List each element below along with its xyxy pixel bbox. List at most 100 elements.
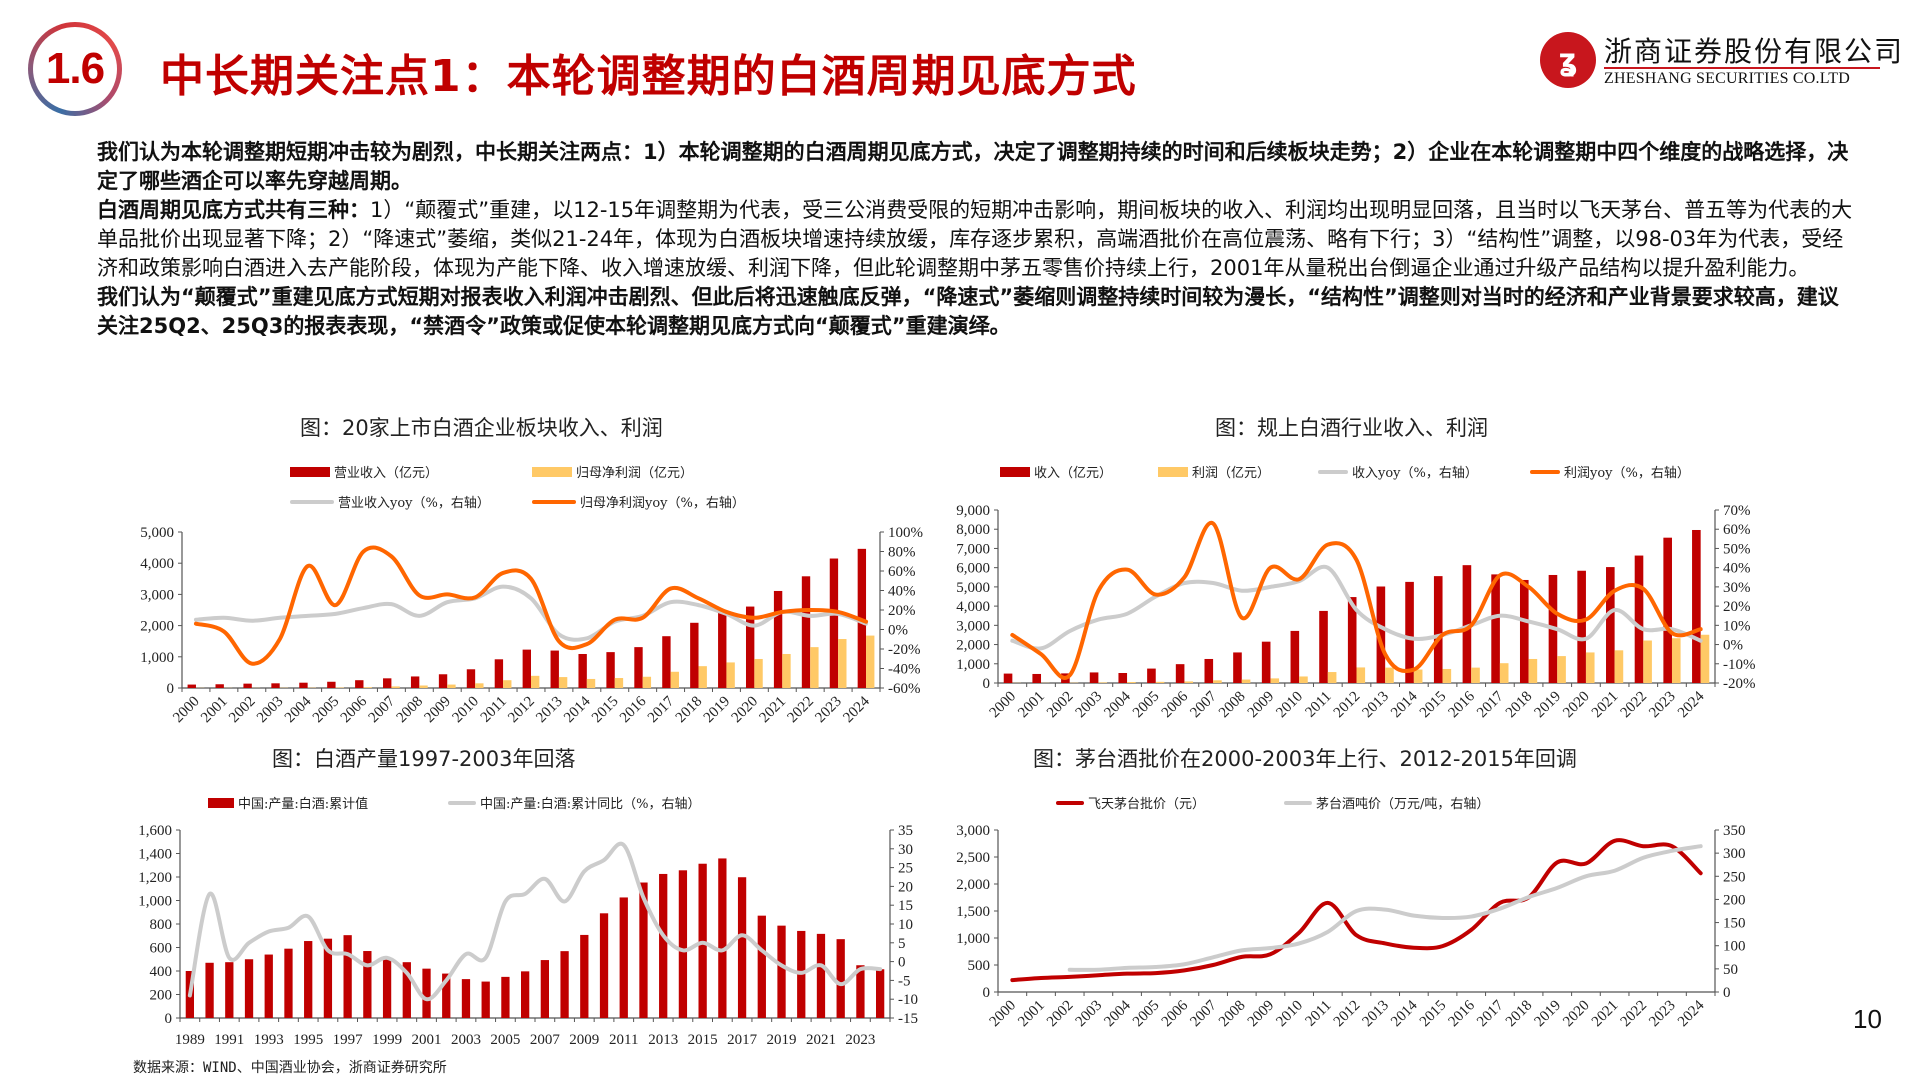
legend-item: 营业收入yoy（%，右轴）	[290, 492, 490, 511]
svg-text:2013: 2013	[533, 694, 566, 727]
bar	[1098, 682, 1107, 683]
svg-text:2012: 2012	[505, 694, 538, 727]
legend-item: 收入（亿元）	[1000, 462, 1112, 481]
legend-item: 飞天茅台批价（元）	[1056, 793, 1205, 812]
chart2-title: 图：规上白酒行业收入、利润	[1215, 416, 1488, 440]
page-number: 10	[1853, 1004, 1882, 1034]
svg-text:1,000: 1,000	[956, 657, 990, 673]
bar	[1155, 681, 1165, 683]
bar	[1347, 597, 1357, 683]
svg-text:1,000: 1,000	[138, 894, 172, 910]
bar	[402, 962, 411, 1018]
svg-text:2,000: 2,000	[956, 638, 990, 654]
bar	[442, 973, 451, 1018]
bar	[838, 639, 847, 688]
svg-text:2019: 2019	[701, 694, 734, 727]
bar	[1413, 669, 1423, 683]
svg-text:3,000: 3,000	[140, 587, 174, 603]
chart3-plot: 02004006008001,0001,2001,4001,600-15-10-…	[138, 823, 918, 1048]
svg-text:3,000: 3,000	[956, 618, 990, 634]
svg-text:300: 300	[1723, 846, 1746, 862]
svg-text:2007: 2007	[366, 693, 399, 726]
svg-text:-10: -10	[898, 992, 918, 1008]
bar	[363, 951, 372, 1018]
bar	[1003, 673, 1013, 683]
svg-text:1,000: 1,000	[956, 931, 990, 947]
legend-item: 利润yoy（%，右轴）	[1530, 462, 1690, 481]
svg-text:350: 350	[1723, 823, 1746, 839]
svg-text:3,000: 3,000	[956, 823, 990, 839]
svg-text:2023: 2023	[1646, 689, 1679, 722]
bar	[606, 652, 615, 688]
bar	[438, 674, 448, 688]
bar	[639, 882, 648, 1018]
svg-text:2004: 2004	[282, 693, 315, 726]
series-line	[193, 584, 869, 642]
logo-divider	[1604, 67, 1880, 69]
bar	[810, 647, 819, 688]
svg-text:2007: 2007	[530, 1032, 561, 1048]
bar	[481, 981, 490, 1018]
bar	[619, 897, 628, 1018]
bar	[698, 666, 707, 688]
bar	[586, 678, 596, 688]
bar	[1261, 641, 1271, 683]
svg-text:2010: 2010	[1273, 689, 1306, 722]
svg-text:2015: 2015	[589, 694, 622, 727]
legend-line-icon	[1318, 469, 1348, 474]
zheshang-logo-icon: ʓ	[1540, 32, 1596, 88]
bar	[1385, 667, 1394, 683]
svg-text:2021: 2021	[757, 694, 790, 727]
svg-text:9,000: 9,000	[956, 503, 990, 519]
bar	[284, 948, 293, 1018]
svg-text:2015: 2015	[688, 1032, 718, 1048]
svg-text:7,000: 7,000	[956, 541, 990, 557]
svg-text:2017: 2017	[727, 1032, 758, 1048]
svg-text:2017: 2017	[1474, 688, 1507, 721]
bar	[560, 951, 569, 1018]
svg-text:1,000: 1,000	[140, 650, 174, 666]
svg-text:2003: 2003	[1073, 998, 1106, 1031]
svg-text:2012: 2012	[1331, 689, 1364, 722]
legend-label: 营业收入yoy（%，右轴）	[338, 496, 490, 511]
svg-text:2008: 2008	[1216, 689, 1249, 722]
svg-text:2008: 2008	[1216, 998, 1249, 1031]
svg-text:0%: 0%	[1723, 638, 1743, 654]
svg-text:2016: 2016	[617, 693, 650, 726]
bar	[718, 858, 727, 1018]
svg-text:-5: -5	[898, 973, 911, 989]
series-line	[1010, 521, 1703, 680]
data-source-note: 数据来源：WIND、中国酒业协会，浙商证券研究所	[133, 1060, 447, 1076]
svg-text:2011: 2011	[1303, 689, 1335, 721]
bar	[1499, 663, 1509, 683]
bar	[410, 676, 420, 688]
series-line	[1067, 844, 1703, 972]
bar	[745, 606, 755, 688]
svg-text:2016: 2016	[1446, 688, 1479, 721]
legend-label: 茅台酒吨价（万元/吨，右轴）	[1316, 797, 1490, 812]
bar	[264, 954, 273, 1018]
bar	[1692, 529, 1701, 683]
svg-text:2024: 2024	[1675, 688, 1708, 721]
bar	[550, 650, 559, 688]
svg-text:4,000: 4,000	[140, 556, 174, 572]
legend-swatch-icon	[1000, 466, 1030, 477]
bar	[678, 870, 688, 1018]
svg-text:-40%: -40%	[888, 662, 921, 678]
bar	[343, 935, 352, 1018]
bar	[1405, 581, 1414, 683]
bar	[422, 968, 431, 1018]
header: 1.6 中长期关注点1：本轮调整期的白酒周期见底方式 ʓ 浙商证券股份有限公司 …	[0, 0, 1920, 116]
svg-text:2010: 2010	[449, 694, 482, 727]
legend-label: 收入（亿元）	[1034, 466, 1113, 481]
bar	[726, 662, 735, 688]
svg-text:2016: 2016	[1446, 997, 1479, 1030]
svg-text:1995: 1995	[293, 1032, 323, 1048]
svg-text:2,000: 2,000	[140, 619, 174, 635]
bar	[391, 686, 400, 688]
svg-text:2018: 2018	[673, 694, 706, 727]
bar	[670, 671, 679, 688]
bar	[355, 680, 364, 688]
legend-line-icon	[1056, 800, 1084, 805]
svg-text:2015: 2015	[1417, 689, 1450, 722]
